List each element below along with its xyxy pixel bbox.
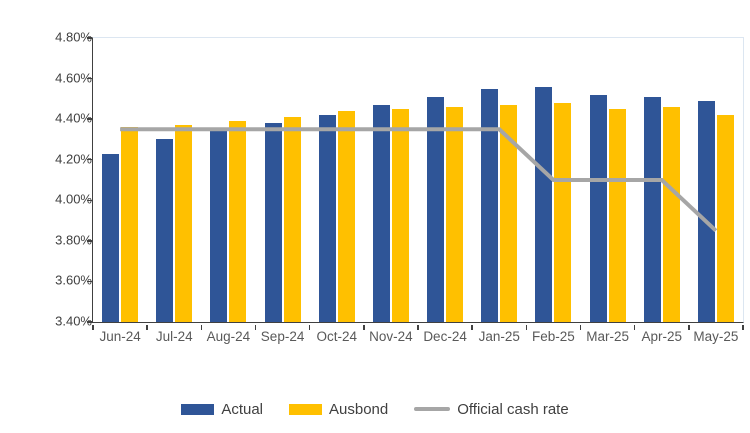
y-tick-label: 3.40% <box>55 313 92 329</box>
x-category-label: Aug-24 <box>206 329 251 344</box>
legend-label-cash-rate: Official cash rate <box>457 400 569 418</box>
y-tick-mark <box>86 199 92 202</box>
legend-item-cash-rate: Official cash rate <box>414 400 569 418</box>
x-tick-mark <box>146 325 148 330</box>
x-category-label: Mar-25 <box>586 329 629 344</box>
bar-ausbond <box>391 109 409 322</box>
legend-label-actual: Actual <box>221 400 264 418</box>
legend-item-actual: Actual <box>181 401 263 418</box>
x-tick-mark <box>633 325 636 330</box>
y-tick-mark <box>86 280 92 283</box>
y-tick-label: 4.20% <box>55 151 92 167</box>
x-tick-mark <box>417 325 419 330</box>
x-category-label: Sep-24 <box>260 329 305 344</box>
bar-ausbond <box>283 117 301 322</box>
y-tick-mark <box>86 158 92 161</box>
y-tick-label: 3.80% <box>55 232 92 248</box>
x-tick-mark <box>308 325 311 330</box>
y-tick-mark <box>86 321 92 323</box>
bar-ausbond <box>175 125 193 322</box>
x-tick-mark <box>525 325 528 330</box>
x-category-label: Dec-24 <box>423 329 467 344</box>
x-category-label: Apr-25 <box>641 329 683 344</box>
bar-ausbond <box>716 115 734 322</box>
bar-actual <box>102 153 120 322</box>
x-tick-mark <box>254 325 257 330</box>
bar-ausbond <box>337 111 355 322</box>
cash-rate-swatch <box>414 407 451 411</box>
x-category-label: Jan-25 <box>478 329 520 344</box>
line-official-cash-rate <box>120 127 718 233</box>
bar-actual <box>481 88 499 322</box>
bar-ausbond <box>608 109 626 322</box>
x-tick-mark <box>471 325 473 330</box>
y-tick-label: 4.60% <box>55 70 92 86</box>
bar-actual <box>156 139 174 322</box>
x-tick-mark <box>742 325 744 330</box>
x-category-label: Jul-24 <box>155 329 193 344</box>
y-tick-mark <box>86 118 92 120</box>
y-tick-label: 4.80% <box>55 29 92 45</box>
ausbond-swatch <box>289 403 323 415</box>
legend-label-ausbond: Ausbond <box>329 400 389 418</box>
x-category-label: May-25 <box>693 329 739 344</box>
x-category-label: Oct-24 <box>316 329 358 344</box>
bar-actual <box>318 115 336 322</box>
bar-ausbond <box>500 104 518 322</box>
bar-actual <box>264 123 282 322</box>
y-tick-label: 4.00% <box>55 191 92 207</box>
y-tick-mark <box>86 240 92 242</box>
bar-ausbond <box>446 106 464 322</box>
bar-ausbond <box>554 102 572 322</box>
x-tick-mark <box>92 325 94 330</box>
bar-actual <box>697 100 715 322</box>
y-tick-label: 3.60% <box>55 272 92 288</box>
x-category-label: Nov-24 <box>369 329 413 344</box>
bar-ausbond <box>662 106 680 322</box>
cash-rate-line <box>120 127 718 233</box>
y-tick-label: 4.40% <box>55 110 92 126</box>
chart-legend: Actual Ausbond Official cash rate <box>0 396 750 422</box>
x-tick-mark <box>363 325 365 330</box>
bar-actual <box>589 94 607 322</box>
plot-area: Jun-24 Jul-24 Aug-24 Sep-24 Oct-24 Nov-24 Dec-… <box>86 37 744 344</box>
bar-ausbond <box>121 127 139 322</box>
bar-actual <box>372 104 390 322</box>
bar-actual <box>643 96 661 322</box>
x-category-label: Feb-25 <box>532 329 575 344</box>
x-tick-mark <box>579 325 582 330</box>
y-tick-mark <box>86 77 92 80</box>
bar-actual <box>535 86 553 322</box>
x-tick-mark <box>200 325 203 330</box>
x-category-label: Jun-24 <box>99 329 141 344</box>
bar-actual <box>427 96 445 322</box>
bar-actual <box>210 131 228 322</box>
x-tick-mark <box>688 325 690 330</box>
y-tick-mark <box>86 37 92 39</box>
bar-ausbond <box>229 121 247 322</box>
actual-swatch <box>181 403 215 415</box>
legend-item-ausbond: Ausbond <box>289 401 388 418</box>
